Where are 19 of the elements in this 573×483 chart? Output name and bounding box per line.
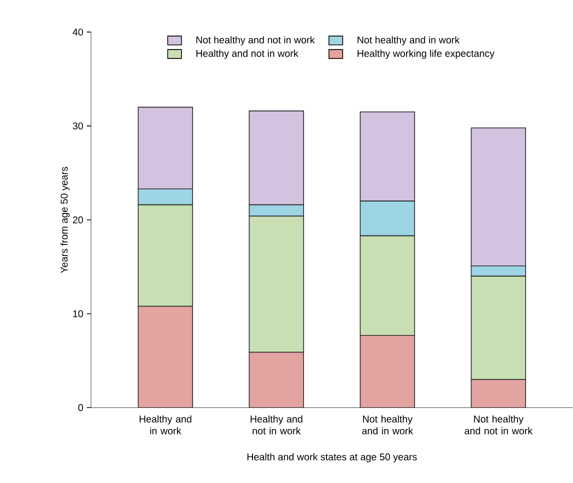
bar [248,352,304,408]
x-tick-label: Healthy and in work [140,415,192,434]
y-tick-label: 40 [72,28,83,36]
y-axis-title: Years from age 50 years [60,166,70,274]
bar [470,379,526,408]
y-tick-label: 0 [78,404,83,412]
y-tick-label: 10 [73,310,83,318]
y-tick-label: 20 [72,216,83,224]
x-axis-title: Health and work states at age 50 years [247,453,417,462]
x-tick-label: Not healthy and in work [362,415,414,434]
legend-label: Not healthy and in work [358,36,460,46]
bar [138,306,193,408]
legend-label: Not healthy and not in work [196,36,315,46]
x-tick-label: Not healthy and not in work [464,415,533,434]
legend-label: Healthy working life expectancy [358,50,495,59]
bar [360,335,416,408]
legend-label: Healthy and not in work [196,50,298,59]
y-tick-label: 30 [72,122,83,130]
x-tick-label: Healthy and not in work [250,415,302,434]
